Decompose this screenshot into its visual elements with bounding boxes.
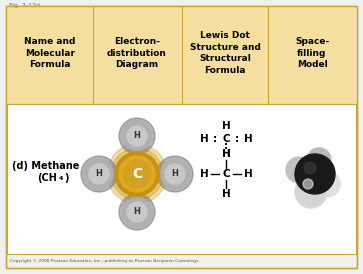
- Circle shape: [304, 162, 316, 174]
- Circle shape: [89, 164, 109, 184]
- Circle shape: [119, 194, 155, 230]
- Text: :: :: [213, 134, 217, 144]
- Circle shape: [314, 171, 340, 197]
- Text: H: H: [95, 170, 102, 178]
- Text: :: :: [224, 141, 228, 151]
- Text: H: H: [222, 149, 231, 159]
- Circle shape: [107, 144, 167, 204]
- Circle shape: [123, 160, 151, 188]
- Text: Name and
Molecular
Formula: Name and Molecular Formula: [24, 37, 76, 69]
- Text: C: C: [222, 169, 230, 179]
- Circle shape: [161, 160, 189, 188]
- Text: C: C: [132, 167, 142, 181]
- Text: H: H: [134, 132, 140, 141]
- Circle shape: [123, 122, 151, 150]
- Text: Fig. 2-12d: Fig. 2-12d: [9, 3, 40, 8]
- Circle shape: [127, 202, 147, 222]
- Circle shape: [123, 198, 151, 226]
- Text: C: C: [222, 134, 230, 144]
- Text: H: H: [172, 170, 179, 178]
- Circle shape: [157, 156, 193, 192]
- Circle shape: [303, 179, 313, 189]
- Circle shape: [119, 118, 155, 154]
- Text: H: H: [222, 149, 231, 159]
- Text: :: :: [235, 134, 239, 144]
- Text: Space-
filling
Model: Space- filling Model: [295, 37, 329, 69]
- Text: Electron-
distribution
Diagram: Electron- distribution Diagram: [107, 37, 167, 69]
- Circle shape: [295, 154, 335, 194]
- Text: H: H: [200, 169, 208, 179]
- Circle shape: [296, 175, 326, 205]
- Text: H: H: [244, 134, 252, 144]
- Text: ): ): [64, 173, 69, 183]
- Text: 4: 4: [59, 176, 64, 181]
- FancyBboxPatch shape: [7, 104, 356, 254]
- Circle shape: [127, 126, 147, 146]
- Text: (CH: (CH: [37, 173, 57, 183]
- Circle shape: [81, 156, 117, 192]
- FancyBboxPatch shape: [7, 6, 356, 104]
- FancyBboxPatch shape: [6, 6, 357, 268]
- Text: H: H: [244, 169, 252, 179]
- Text: H: H: [134, 207, 140, 216]
- Text: H: H: [222, 189, 231, 199]
- Circle shape: [115, 152, 159, 196]
- Circle shape: [307, 148, 331, 172]
- Circle shape: [295, 176, 327, 208]
- Circle shape: [165, 164, 185, 184]
- Text: Lewis Dot
Structure and
Structural
Formula: Lewis Dot Structure and Structural Formu…: [189, 31, 260, 75]
- Text: (d) Methane: (d) Methane: [12, 161, 80, 171]
- Circle shape: [286, 157, 312, 183]
- Text: H: H: [200, 134, 208, 144]
- Text: H: H: [222, 121, 231, 131]
- Circle shape: [119, 156, 155, 192]
- Circle shape: [85, 160, 113, 188]
- Text: Copyright © 2008 Pearson Education, Inc., publishing as Pearson Benjamin Cumming: Copyright © 2008 Pearson Education, Inc.…: [10, 259, 200, 263]
- Circle shape: [111, 148, 163, 200]
